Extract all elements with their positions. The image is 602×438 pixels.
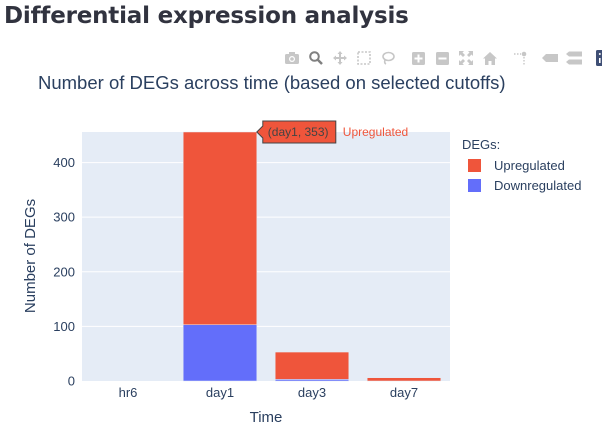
reset-axes-icon	[483, 51, 497, 65]
hover-box	[256, 120, 337, 144]
zoom-icon	[309, 51, 323, 65]
x-tick-label: day7	[390, 385, 418, 400]
y-tick-label: 400	[53, 155, 75, 170]
plotly-logo-icon	[596, 50, 602, 66]
zoom-button[interactable]	[307, 49, 325, 67]
legend-item-downregulated[interactable]: Downregulated	[494, 178, 581, 193]
autoscale-icon	[459, 51, 473, 65]
y-tick-label: 300	[53, 210, 75, 225]
bar-downregulated-day1[interactable]	[182, 324, 258, 382]
hover-series-label: Upregulated	[343, 125, 408, 139]
y-axis-title: Number of DEGs	[22, 199, 39, 313]
bar-upregulated-day3[interactable]	[274, 351, 350, 380]
legend-item-upregulated[interactable]: Upregulated	[494, 158, 565, 173]
box-select-icon	[357, 51, 371, 65]
chart-title: Number of DEGs across time (based on sel…	[38, 72, 506, 93]
hover-value: (day1, 353)	[268, 125, 329, 139]
lasso-select-icon	[381, 51, 395, 65]
reset-axes-button[interactable]	[481, 49, 499, 67]
plotly-logo-button[interactable]	[595, 49, 602, 67]
x-tick-label: hr6	[119, 385, 138, 400]
pan-icon	[333, 51, 347, 65]
lasso-select-button[interactable]	[379, 49, 397, 67]
plot-area[interactable]	[82, 132, 450, 381]
spike-lines-button[interactable]	[511, 49, 529, 67]
hover-tooltip: (day1, 353) Upregulated	[256, 120, 408, 144]
spike-lines-icon	[513, 51, 527, 65]
autoscale-button[interactable]	[457, 49, 475, 67]
bar-upregulated-day7[interactable]	[366, 377, 442, 382]
legend-title: DEGs:	[462, 137, 500, 152]
x-tick-label: day1	[206, 385, 234, 400]
zoom-out-icon	[435, 51, 449, 65]
hover-compare-icon	[566, 51, 582, 65]
camera-icon	[285, 52, 299, 64]
box-select-button[interactable]	[355, 49, 373, 67]
y-tick-label: 200	[53, 264, 75, 279]
legend-swatch[interactable]	[468, 179, 481, 192]
bar-upregulated-day1[interactable]	[182, 131, 258, 326]
hover-closest-icon	[542, 53, 558, 63]
zoom-out-button[interactable]	[433, 49, 451, 67]
legend-swatch[interactable]	[468, 159, 481, 172]
x-axis-title: Time	[250, 409, 283, 426]
pan-button[interactable]	[331, 49, 349, 67]
hover-closest-button[interactable]	[541, 49, 559, 67]
page-title: Differential expression analysis	[4, 3, 409, 29]
legend: DEGs: Upregulated Downregulated	[462, 137, 581, 193]
y-tick-label: 100	[53, 319, 75, 334]
plot-modebar	[283, 48, 602, 68]
y-tick-label: 0	[68, 374, 75, 389]
camera-button[interactable]	[283, 49, 301, 67]
hover-compare-button[interactable]	[565, 49, 583, 67]
x-tick-label: day3	[298, 385, 326, 400]
zoom-in-button[interactable]	[409, 49, 427, 67]
zoom-in-icon	[411, 51, 425, 65]
